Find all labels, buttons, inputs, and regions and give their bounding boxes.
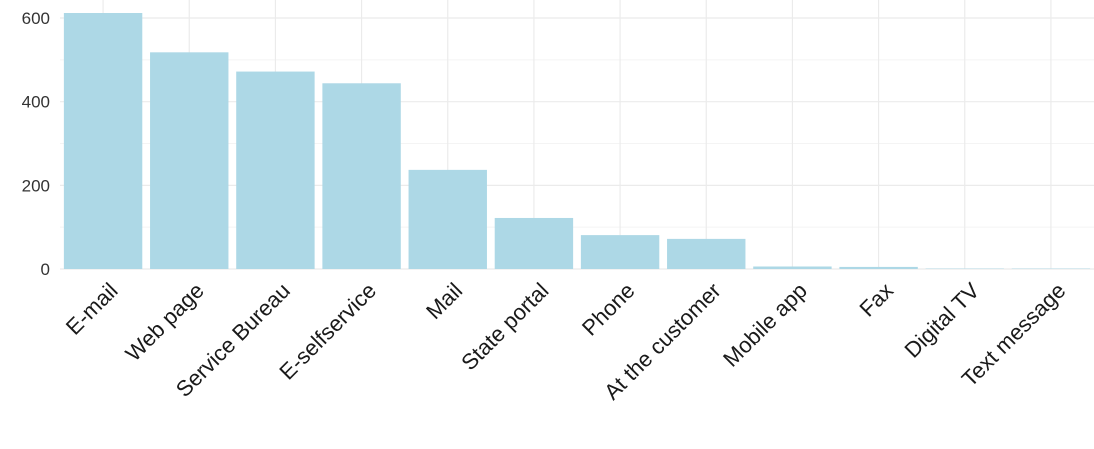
x-category-label: Mobile app	[718, 278, 812, 372]
bars	[63, 13, 1091, 270]
bar	[580, 235, 660, 269]
y-tick-label: 0	[41, 260, 50, 279]
x-category-label: State portal	[456, 278, 553, 375]
bar	[667, 238, 746, 269]
x-category-label: Fax	[854, 278, 898, 322]
minor-gridlines	[60, 59, 1094, 228]
x-category-label: Phone	[577, 278, 640, 341]
bar	[150, 52, 229, 269]
x-category-label: E-mail	[61, 278, 123, 340]
y-tick-label: 200	[22, 176, 50, 195]
major-gridlines	[60, 0, 1094, 270]
bar	[494, 217, 574, 269]
x-category-label: Digital TV	[899, 278, 984, 363]
bar	[839, 266, 918, 269]
bar	[236, 71, 315, 269]
bar	[408, 169, 487, 269]
bar	[63, 13, 143, 269]
y-axis-tick-labels: 0 200 400 600	[22, 9, 50, 279]
bar	[322, 83, 401, 270]
y-tick-label: 400	[22, 93, 50, 112]
bar	[753, 266, 832, 269]
x-category-label: Web page	[120, 278, 208, 366]
y-tick-label: 600	[22, 9, 50, 28]
x-category-label: Mail	[421, 278, 467, 324]
